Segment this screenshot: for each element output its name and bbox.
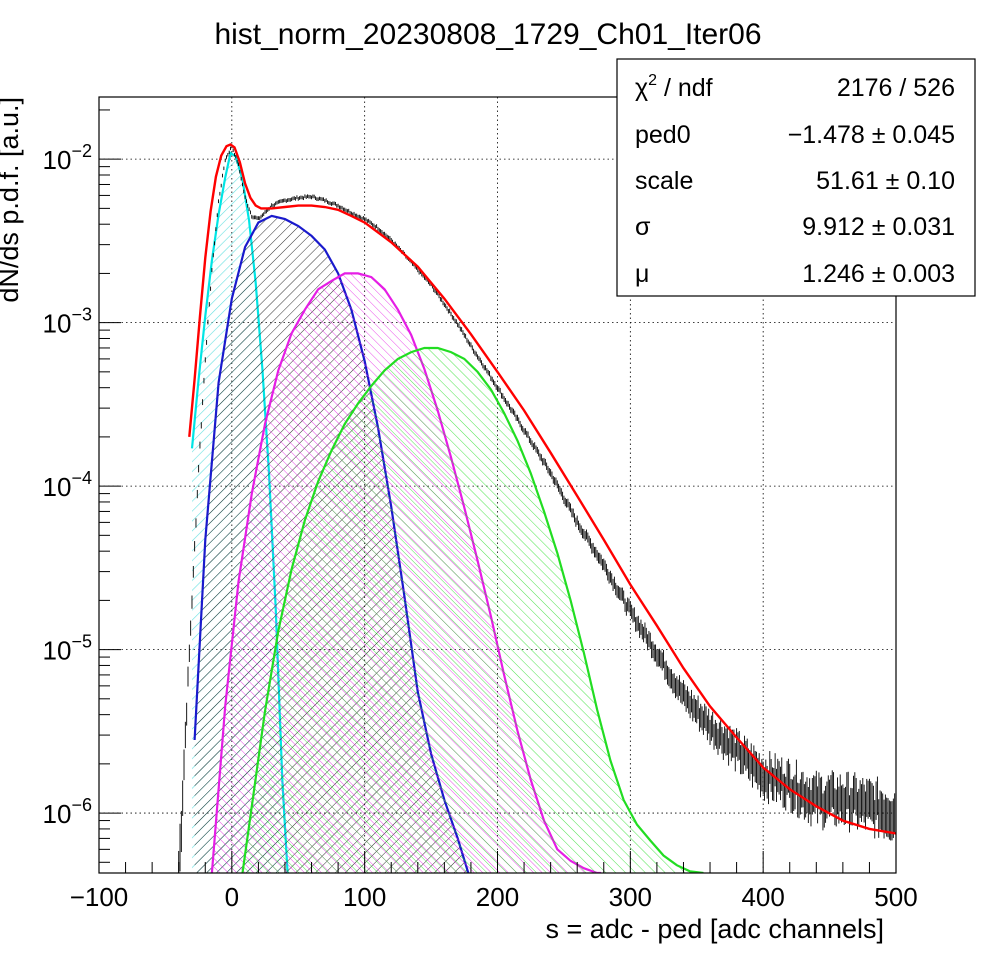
stats-row-label: ped0: [635, 121, 691, 149]
x-axis-label: s = adc - ped [adc channels]: [546, 914, 884, 944]
stats-row-label: scale: [635, 167, 693, 195]
y-tick-exponent: −2: [71, 141, 92, 161]
stats-box-frame: [616, 58, 976, 297]
x-tick-label: −100: [70, 882, 129, 912]
y-tick-exponent: −5: [71, 632, 92, 652]
chart-title: hist_norm_20230808_1729_Ch01_Iter06: [214, 18, 761, 51]
stats-label-main: σ: [635, 213, 651, 241]
x-tick-label: 500: [874, 882, 917, 912]
y-tick-exponent: −6: [71, 795, 92, 815]
stats-row-value: 2176 / 526: [837, 74, 955, 102]
y-axis-label: dN/ds p.d.f. [a.u.]: [0, 97, 24, 303]
fit-curve: [188, 143, 896, 835]
y-tick-label: 10−3: [43, 305, 92, 339]
stats-row-value: −1.478 ± 0.045: [788, 121, 955, 149]
y-tick-base: 10: [43, 636, 72, 666]
stats-label-main: scale: [635, 167, 693, 195]
y-tick-label: 10−2: [43, 141, 92, 175]
green-component-area: [242, 348, 704, 873]
y-tick-label: 10−5: [43, 632, 92, 666]
y-tick-base: 10: [43, 309, 72, 339]
x-tick-label: 400: [741, 882, 784, 912]
stats-row-value: 1.246 ± 0.003: [802, 260, 955, 288]
series-layer: [178, 143, 896, 873]
stats-row-label: μ: [635, 260, 649, 288]
stats-label-sup: 2: [648, 72, 657, 89]
y-tick-label: 10−4: [43, 468, 92, 502]
y-tick-base: 10: [43, 472, 72, 502]
green-component-curve: [241, 346, 704, 873]
y-tick-exponent: −3: [71, 305, 92, 325]
stats-label-main: ped0: [635, 121, 691, 149]
stats-row-value: 51.61 ± 0.10: [816, 167, 955, 195]
stats-label-main: μ: [635, 260, 649, 288]
stats-label-main: χ: [635, 74, 648, 102]
stats-row-label: σ: [635, 213, 651, 241]
y-tick-base: 10: [43, 145, 72, 175]
stats-row-value: 9.912 ± 0.031: [802, 213, 955, 241]
y-tick-exponent: −4: [71, 468, 92, 488]
y-tick-label: 10−6: [43, 795, 92, 829]
x-tick-label: 200: [476, 882, 519, 912]
stats-label-suffix: / ndf: [657, 74, 713, 102]
x-tick-label: 300: [609, 882, 652, 912]
stats-box: χ2 / ndf 2176 / 526 ped0 −1.478 ± 0.045 scal…: [616, 58, 976, 297]
x-tick-label: 0: [225, 882, 239, 912]
x-tick-label: 100: [343, 882, 386, 912]
y-tick-base: 10: [43, 799, 72, 829]
stats-row-label: χ2 / ndf: [635, 72, 713, 102]
